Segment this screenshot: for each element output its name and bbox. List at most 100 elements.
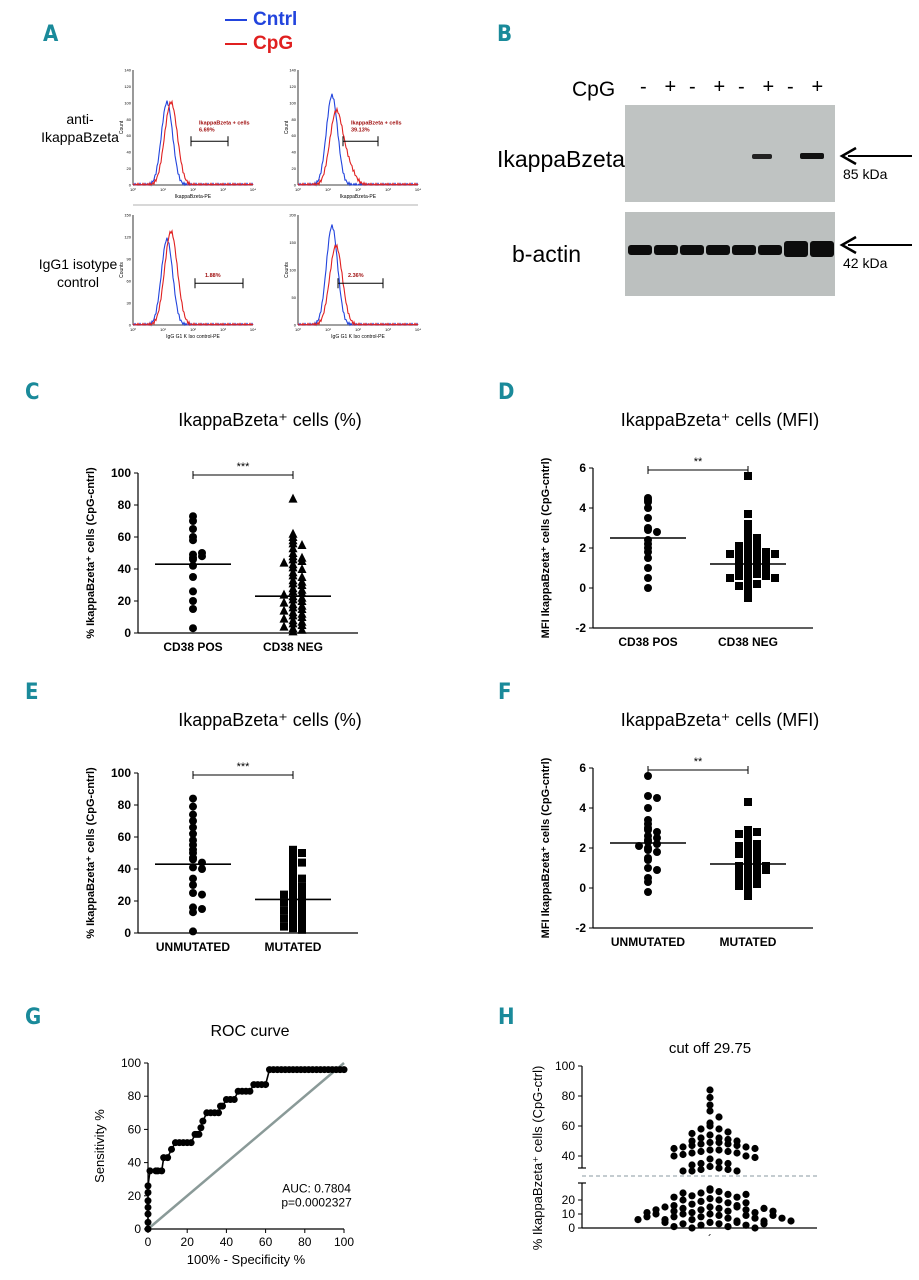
data-point xyxy=(715,1220,723,1228)
chart-d-title: IkappaBzeta⁺ cells (MFI) xyxy=(620,410,820,430)
data-point xyxy=(744,878,752,886)
wb-lane-2: + xyxy=(664,76,677,98)
data-point xyxy=(753,848,761,856)
data-point xyxy=(289,871,297,880)
data-point xyxy=(735,548,743,556)
roc-point xyxy=(144,1218,152,1226)
data-point xyxy=(189,605,197,613)
data-point xyxy=(742,1211,750,1219)
y-tick-label: 20 xyxy=(128,1189,142,1203)
series-1 xyxy=(155,794,231,936)
histogram-xtick: 10³ xyxy=(385,327,391,332)
data-point xyxy=(679,1210,687,1218)
histogram-xtick: 10² xyxy=(190,187,196,192)
x-tick-label: 40 xyxy=(220,1235,234,1249)
roc-annotation: p=0.0002327 xyxy=(281,1195,352,1209)
data-point xyxy=(688,1149,696,1157)
data-point xyxy=(735,842,743,850)
wb-lane-3: - xyxy=(689,76,696,98)
x-category-label: UNMUTATED xyxy=(156,940,231,954)
data-point xyxy=(644,838,652,846)
histogram-xtick: 10³ xyxy=(385,187,391,192)
histogram-ytick: 40 xyxy=(292,150,297,155)
data-point xyxy=(744,892,752,900)
data-point xyxy=(733,1167,741,1175)
data-point xyxy=(771,550,779,558)
roc-point xyxy=(144,1188,152,1196)
data-point xyxy=(733,1203,741,1211)
data-point xyxy=(771,574,779,582)
data-point xyxy=(279,605,289,615)
panel-letter-f: F xyxy=(498,680,512,705)
data-point xyxy=(189,823,197,832)
data-point xyxy=(653,840,661,848)
series-2 xyxy=(255,845,331,934)
roc-point xyxy=(144,1203,152,1211)
histogram-ytick: 80 xyxy=(292,117,297,122)
gate-title: IkappaBzeta + cells xyxy=(351,120,402,126)
chart-f: -2 0 2 4 6 MFI IkappaBzeta⁺ cells (CpG-cntrl)… xyxy=(540,756,813,949)
roc-point xyxy=(144,1225,152,1233)
data-point xyxy=(735,572,743,580)
chart-e: 0 20 40 60 80 100 % IkappaBzeta⁺ cells (CpG-cn… xyxy=(85,761,358,954)
data-point xyxy=(697,1197,705,1205)
roc-point xyxy=(218,1102,226,1110)
chart-f-title: IkappaBzeta⁺ cells (MFI) xyxy=(620,710,820,730)
data-point xyxy=(634,1216,642,1224)
chart-c-title: IkappaBzeta⁺ cells (%) xyxy=(178,410,362,430)
y-tick-label: 0 xyxy=(134,1222,141,1236)
x-tick-label: 60 xyxy=(259,1235,273,1249)
wb-lane-4: + xyxy=(713,76,726,98)
histogram-cntrl-curve xyxy=(297,93,419,187)
data-point xyxy=(679,1196,687,1204)
wb-band-actin-lane3 xyxy=(680,245,704,255)
histogram-cpg-curve xyxy=(297,243,419,327)
x-tick-label: 100 xyxy=(334,1235,354,1249)
wb-band-actin-lane8 xyxy=(810,241,834,257)
gate-value: 39.13% xyxy=(351,127,370,133)
data-point xyxy=(735,850,743,858)
roc-point xyxy=(246,1087,254,1095)
histogram-xtick: 10² xyxy=(190,327,196,332)
data-point xyxy=(688,1200,696,1208)
y-tick-label: 80 xyxy=(118,798,132,812)
data-point xyxy=(724,1207,732,1215)
data-point xyxy=(644,826,652,834)
y-tick-label: 0 xyxy=(579,881,586,895)
reference-diagonal xyxy=(147,1062,345,1230)
y-tick-label: 0 xyxy=(124,926,131,940)
wb-lane-labels: - + - + - + - + xyxy=(640,76,830,102)
data-point xyxy=(706,1093,714,1102)
histogram-ytick: 20 xyxy=(292,166,297,171)
data-point xyxy=(297,564,307,573)
data-point xyxy=(297,540,307,549)
roc-point xyxy=(262,1081,270,1089)
data-point xyxy=(189,927,197,936)
histogram-ytick: 140 xyxy=(289,68,296,73)
y-tick-label: 80 xyxy=(118,498,132,512)
data-point xyxy=(744,884,752,892)
y-tick-label: 100 xyxy=(111,766,131,780)
data-point xyxy=(724,1165,732,1174)
legend: Cntrl CpG xyxy=(225,8,297,56)
data-point xyxy=(751,1144,759,1153)
data-point xyxy=(697,1140,705,1148)
histogram-ylabel: Counts xyxy=(284,262,290,278)
legend-label-cntrl: Cntrl xyxy=(253,9,298,30)
data-point xyxy=(644,864,652,872)
data-point xyxy=(189,525,197,533)
data-point xyxy=(744,588,752,596)
data-point xyxy=(279,613,289,623)
data-point xyxy=(744,826,752,834)
data-point xyxy=(715,1158,723,1166)
data-point xyxy=(670,1202,678,1210)
histogram-4: 0 50 100 150 200 10⁰ 10¹ 10² 10³ 10⁴ IgG G1 K Iso … xyxy=(284,213,421,341)
x-category-label: UNMUTATED xyxy=(611,935,686,949)
y-tick-label: 20 xyxy=(562,1193,576,1207)
data-point xyxy=(189,908,197,917)
data-point xyxy=(298,874,306,883)
data-point xyxy=(670,1207,678,1215)
histogram-xtick: 10³ xyxy=(220,327,226,332)
data-point xyxy=(706,1218,714,1226)
roc-point xyxy=(195,1130,203,1138)
